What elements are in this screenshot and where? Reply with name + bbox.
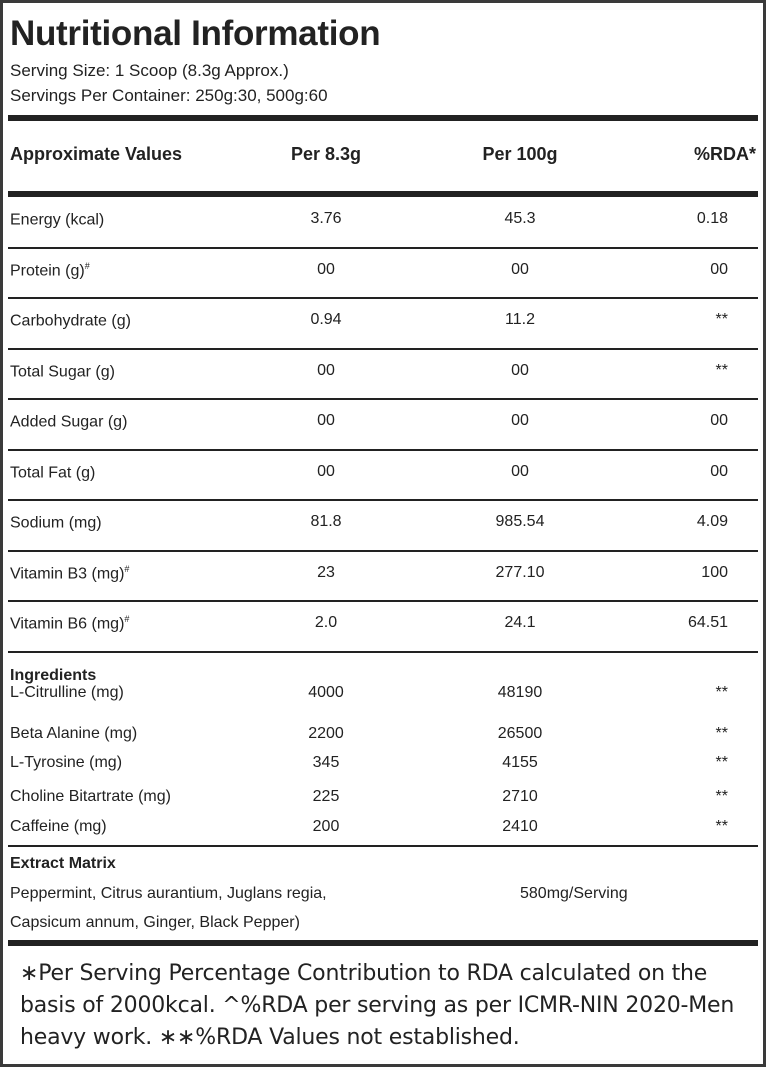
per-100g-value: 00 [511, 260, 529, 278]
extract-line-1: Peppermint, Citrus aurantium, Juglans re… [10, 885, 327, 902]
per-100g-value: 00 [511, 361, 529, 379]
row-label: Vitamin B3 (mg) [10, 564, 125, 582]
divider [8, 650, 758, 653]
per-serving-value: 200 [312, 818, 340, 835]
per-100g-value: 11.2 [505, 311, 535, 328]
rda-value: ** [715, 684, 728, 701]
rda-value: ** [715, 788, 728, 805]
row-label: Protein (g) [10, 261, 85, 279]
rda-value: 00 [710, 260, 728, 278]
row-label: L-Tyrosine (mg) [10, 754, 123, 771]
per-100g-value: 26500 [497, 725, 543, 742]
hash-marker: # [84, 260, 90, 271]
row-label: Carbohydrate (g) [10, 312, 131, 330]
row-label: Energy (kcal) [10, 211, 105, 229]
per-serving-value: 00 [317, 260, 335, 278]
per-serving-value: 2200 [308, 725, 344, 742]
divider [8, 845, 758, 847]
extract-heading: Extract Matrix [10, 855, 116, 872]
per-100g-value: 2410 [502, 818, 538, 835]
row-label: Beta Alanine (mg) [10, 725, 138, 742]
per-serving-value: 345 [312, 754, 340, 771]
row-label: Vitamin B6 (mg) [10, 615, 125, 633]
divider [8, 600, 758, 602]
header-per-serving: Per 8.3g [290, 144, 362, 164]
extract-line-2: Capsicum annum, Ginger, Black Pepper) [10, 914, 300, 931]
per-serving-value: 23 [317, 563, 335, 581]
rda-value: ** [715, 818, 728, 835]
rda-value: 4.09 [696, 513, 728, 530]
rda-value: ** [715, 754, 728, 771]
row-label: Total Sugar (g) [10, 362, 115, 380]
divider [8, 191, 758, 197]
divider [8, 940, 758, 946]
per-100g-value: 24.1 [504, 614, 536, 631]
row-label: Sodium (mg) [10, 514, 102, 532]
hash-marker: # [124, 614, 130, 624]
divider [8, 246, 758, 249]
row-label: Total Fat (g) [10, 463, 96, 481]
row-label: Caffeine (mg) [10, 818, 107, 835]
row-label: Choline Bitartrate (mg) [10, 788, 171, 805]
per-100g-value: 2710 [502, 788, 538, 805]
serving-size: Serving Size: 1 Scoop (8.3g Approx.) [10, 61, 289, 80]
rda-value: 100 [701, 563, 728, 581]
per-serving-value: 00 [317, 412, 335, 429]
per-100g-value: 00 [511, 462, 529, 480]
per-serving-value: 00 [317, 462, 335, 480]
servings-per-container: Servings Per Container: 250g:30, 500g:60 [10, 86, 328, 105]
header-per-100g: Per 100g [482, 144, 558, 164]
extract-amount: 580mg/Serving [520, 885, 628, 902]
per-100g-value: 277.10 [495, 563, 545, 581]
per-serving-value: 81.8 [310, 513, 342, 530]
rda-value: 64.51 [687, 614, 728, 631]
per-100g-value: 45.3 [504, 210, 536, 227]
rda-value: ** [715, 725, 728, 742]
rda-value: ** [715, 361, 728, 379]
divider [8, 549, 758, 552]
header-label: Approximate Values [10, 144, 183, 164]
per-100g-value: 985.54 [495, 513, 545, 530]
per-serving-value: 4000 [308, 684, 344, 701]
row-label: L-Citrulline (mg) [10, 684, 124, 701]
rda-value: 00 [710, 412, 728, 429]
per-serving-value: 00 [317, 361, 335, 379]
divider [8, 398, 758, 400]
divider [8, 499, 758, 501]
ingredients-heading: Ingredients [10, 667, 97, 684]
per-serving-value: 225 [312, 788, 340, 805]
divider [8, 297, 758, 299]
per-serving-value: 0.94 [310, 311, 342, 328]
per-100g-value: 4155 [502, 754, 538, 771]
page-title: Nutritional Information [10, 14, 381, 53]
per-100g-value: 00 [511, 412, 529, 429]
divider [8, 347, 758, 350]
divider [8, 115, 758, 121]
per-serving-value: 3.76 [310, 210, 342, 227]
rda-value: 00 [710, 462, 728, 480]
rda-value: 0.18 [696, 210, 728, 227]
rda-value: ** [715, 311, 728, 328]
hash-marker: # [124, 563, 130, 574]
divider [8, 448, 758, 451]
footnote: ∗Per Serving Percentage Contribution to … [20, 961, 735, 1050]
row-label: Added Sugar (g) [10, 413, 128, 431]
header-rda: %RDA* [693, 144, 756, 164]
per-serving-value: 2.0 [314, 614, 338, 631]
per-100g-value: 48190 [497, 684, 543, 701]
